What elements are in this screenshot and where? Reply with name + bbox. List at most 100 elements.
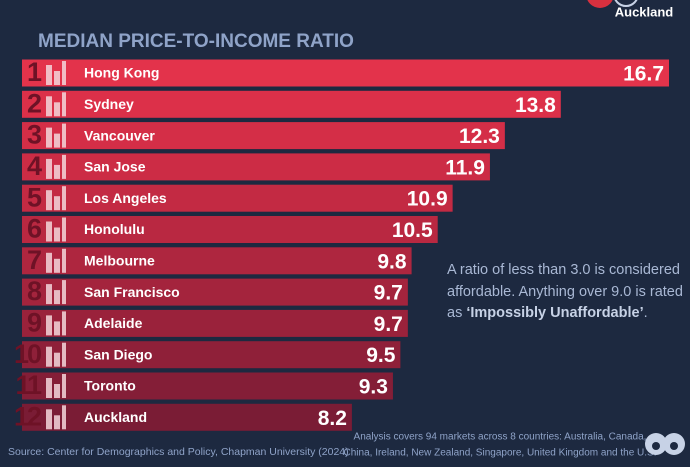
bar-lead xyxy=(22,309,46,337)
city-icon xyxy=(62,217,66,242)
category-label: Los Angeles xyxy=(84,190,167,206)
annotation: as ‘Impossibly Unaffordable’. xyxy=(447,305,648,321)
bar-lead xyxy=(22,341,46,369)
header-city: Auckland xyxy=(615,4,674,19)
bar-lead xyxy=(22,59,46,87)
bar xyxy=(46,341,401,369)
city-icon xyxy=(46,252,52,273)
value-label: 9.7 xyxy=(374,313,403,336)
category-label: Vancouver xyxy=(84,127,155,143)
city-icon xyxy=(62,248,66,273)
city-icon xyxy=(62,311,66,336)
category-label: Toronto xyxy=(84,378,136,394)
bar xyxy=(46,90,561,118)
rank: 5 xyxy=(27,182,42,212)
rank: 9 xyxy=(27,308,42,338)
annotation-emphasis: ‘Impossibly Unaffordable’ xyxy=(466,305,643,321)
note: China, Ireland, New Zealand, Singapore, … xyxy=(344,448,657,459)
rank: 8 xyxy=(27,276,42,306)
logo-mark xyxy=(614,0,638,7)
annotation: affordable. Anything over 9.0 is rated xyxy=(447,284,683,300)
city-icon xyxy=(62,61,66,85)
value-label: 9.7 xyxy=(374,282,403,305)
value-label: 13.8 xyxy=(515,94,556,117)
city-icon xyxy=(54,321,60,336)
city-icon xyxy=(46,127,52,148)
rank: 1 xyxy=(27,57,42,87)
bar-lead xyxy=(22,403,46,431)
city-icon xyxy=(54,164,60,179)
annotation: A ratio of less than 3.0 is considered xyxy=(447,262,680,278)
city-icon xyxy=(46,221,52,242)
bar xyxy=(46,122,505,150)
bar xyxy=(46,59,669,87)
bar xyxy=(46,403,352,431)
bar-lead xyxy=(22,122,46,150)
category-label: Honolulu xyxy=(84,221,145,237)
rank: 11 xyxy=(15,370,42,400)
source: Source: Center for Demographics and Poli… xyxy=(8,446,349,458)
city-icon xyxy=(62,280,66,305)
category-label: Sydney xyxy=(84,96,134,112)
rank: 7 xyxy=(27,245,41,275)
city-icon xyxy=(54,384,60,398)
logo-mark xyxy=(587,0,613,8)
city-icon xyxy=(54,227,60,242)
bar-lead xyxy=(22,247,46,275)
rank: 3 xyxy=(27,120,42,150)
bar-lead xyxy=(22,372,46,400)
rank: 12 xyxy=(14,401,41,431)
city-icon xyxy=(62,92,66,117)
category-label: Hong Kong xyxy=(84,65,159,81)
city-icon xyxy=(46,96,52,117)
value-label: 8.2 xyxy=(318,407,347,430)
rank: 2 xyxy=(27,88,41,118)
city-icon xyxy=(62,154,66,179)
bar-lead xyxy=(22,90,46,118)
value-label: 9.8 xyxy=(377,250,407,273)
bar xyxy=(46,216,438,243)
bar xyxy=(46,278,408,306)
city-icon xyxy=(54,102,60,117)
bar xyxy=(46,247,412,275)
bar-lead xyxy=(22,278,46,306)
value-label: 16.7 xyxy=(623,63,664,86)
rank: 10 xyxy=(14,339,41,369)
category-label: Adelaide xyxy=(84,315,143,331)
city-icon xyxy=(46,378,52,398)
chart-title: MEDIAN PRICE-TO-INCOME RATIO xyxy=(38,31,354,52)
note: Analysis covers 94 markets across 8 coun… xyxy=(354,432,647,443)
value-label: 11.9 xyxy=(445,156,485,179)
bar-lead xyxy=(22,153,46,181)
city-icon xyxy=(62,123,66,148)
bar xyxy=(46,153,490,181)
city-icon xyxy=(54,352,60,367)
category-label: Melbourne xyxy=(84,253,155,269)
category-label: San Jose xyxy=(84,159,146,175)
annotation: as xyxy=(447,305,466,321)
bar xyxy=(46,372,393,400)
city-icon xyxy=(54,258,60,273)
city-icon xyxy=(62,342,66,367)
rank: 4 xyxy=(27,151,42,181)
value-label: 9.3 xyxy=(359,376,388,399)
rank: 6 xyxy=(27,214,42,244)
city-icon xyxy=(62,374,66,398)
city-icon xyxy=(54,133,60,148)
city-icon xyxy=(46,315,52,336)
city-icon xyxy=(46,409,52,430)
city-icon xyxy=(46,158,52,179)
city-icon xyxy=(54,71,60,85)
city-icon xyxy=(54,290,60,305)
city-icon xyxy=(54,196,60,211)
city-icon xyxy=(46,284,52,305)
category-label: San Francisco xyxy=(84,284,180,300)
bar-lead xyxy=(22,216,46,243)
city-icon xyxy=(46,65,52,85)
value-label: 10.5 xyxy=(392,219,433,242)
category-label: San Diego xyxy=(84,346,152,362)
bar-lead xyxy=(22,184,46,212)
city-icon xyxy=(62,405,66,430)
value-label: 12.3 xyxy=(459,125,500,148)
city-icon xyxy=(46,190,52,211)
